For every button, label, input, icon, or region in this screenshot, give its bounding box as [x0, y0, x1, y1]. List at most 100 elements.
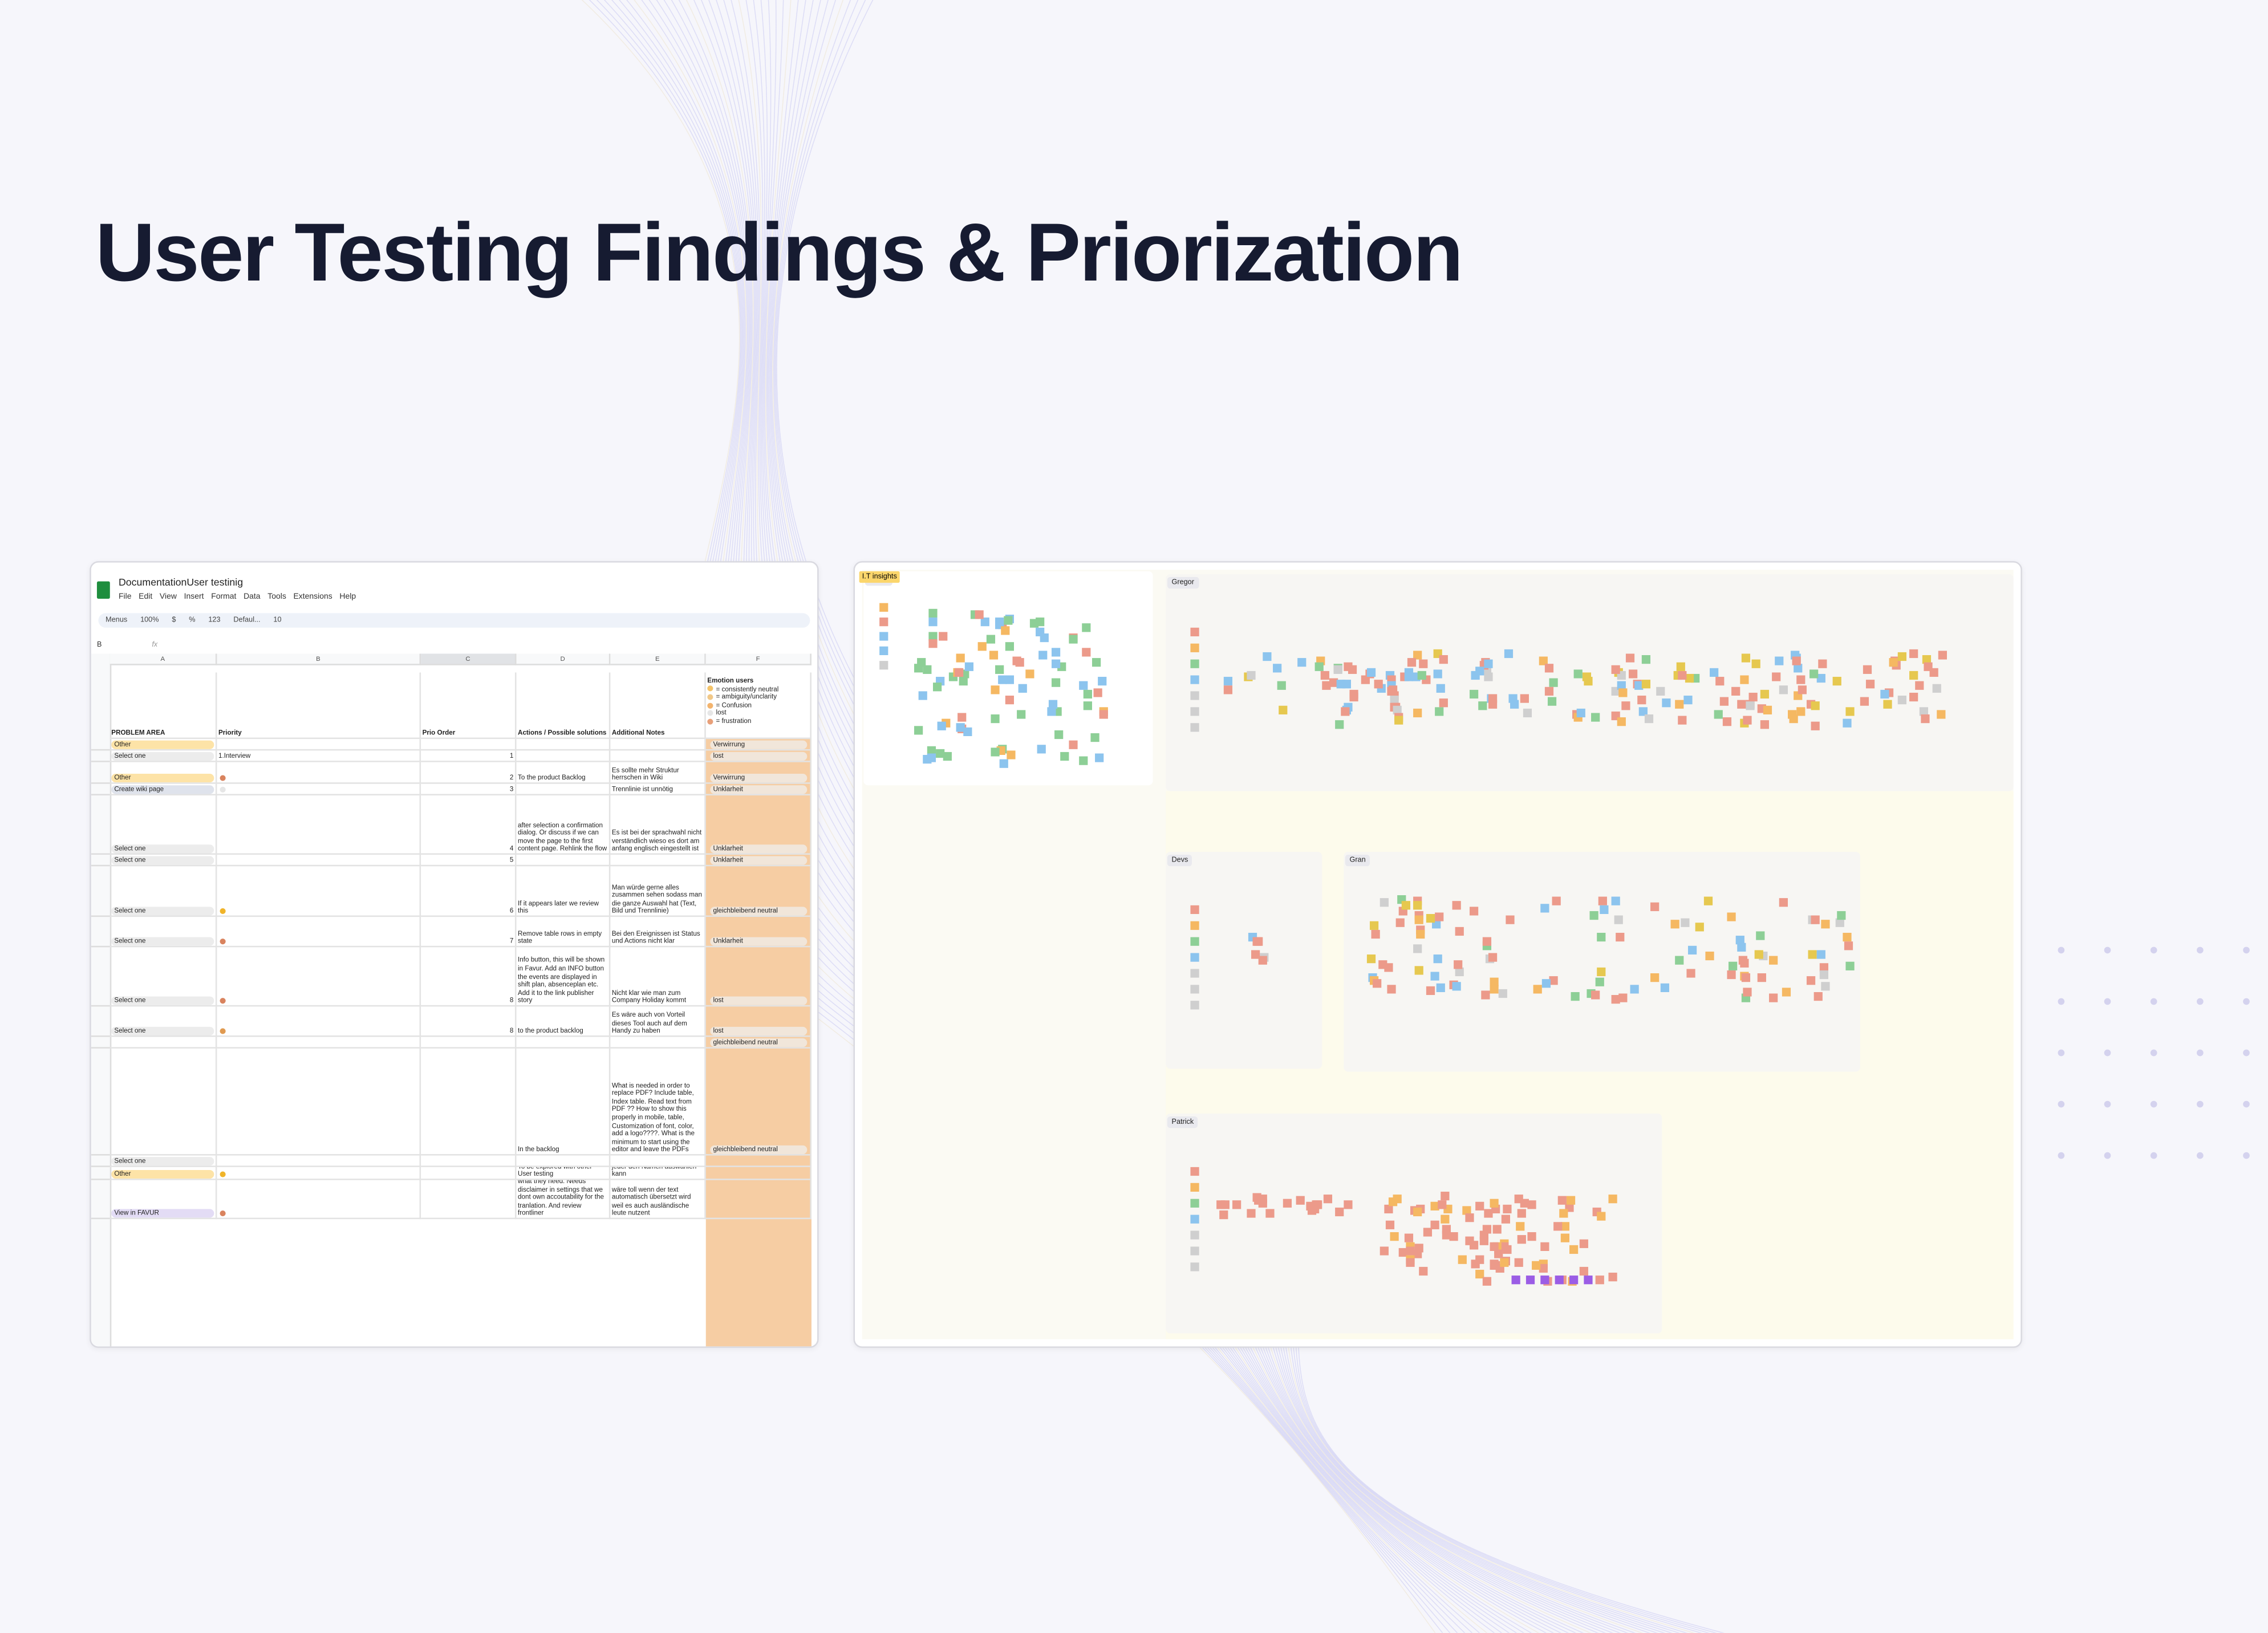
- sticky-note: [1442, 1230, 1451, 1240]
- dropdown-chip[interactable]: Other: [111, 1170, 214, 1179]
- emotion-chip[interactable]: Unklarheit: [710, 844, 808, 853]
- dot: [2150, 1049, 2157, 1057]
- sticky-note: [1591, 713, 1600, 722]
- slide-title: User Testing Findings & Priorization: [95, 206, 1463, 300]
- sticky-note: [1520, 693, 1529, 703]
- cell: Unklarheit: [705, 855, 812, 867]
- sticky-note: [1190, 905, 1199, 915]
- cell: Info button, this will be shown in Favur…: [516, 947, 611, 1007]
- sticky-note: [1247, 1209, 1256, 1218]
- sticky-note: [1406, 1258, 1415, 1268]
- sticky-note: [1591, 991, 1600, 1000]
- dropdown-chip[interactable]: Select one: [111, 937, 214, 946]
- cell: Select one: [109, 1155, 217, 1167]
- sticky-note: [1727, 912, 1736, 921]
- dropdown-chip[interactable]: Select one: [111, 907, 214, 915]
- sticky-note: [1514, 1258, 1524, 1268]
- emotion-chip[interactable]: Unklarheit: [710, 856, 808, 865]
- emotion-chip[interactable]: lost: [710, 996, 808, 1005]
- sticky-note: [1098, 677, 1107, 686]
- legend-dot: [707, 710, 713, 716]
- cell-text: To be explored with other User testing: [518, 1167, 592, 1178]
- sticky-note: [1389, 1232, 1398, 1241]
- dropdown-chip[interactable]: Other: [111, 740, 214, 749]
- sticky-note: [1612, 995, 1621, 1004]
- emotion-chip[interactable]: Verwirrung: [710, 740, 808, 749]
- cell: [421, 1048, 517, 1156]
- dropdown-chip[interactable]: Select one: [111, 844, 214, 853]
- sticky-note: [1489, 1199, 1498, 1208]
- row-header-col: [91, 653, 112, 1347]
- dot: [2104, 947, 2111, 954]
- sticky-note: [1394, 716, 1403, 725]
- cell: [421, 739, 517, 751]
- sticky-note: [1816, 950, 1825, 959]
- cell: 2: [421, 762, 517, 784]
- dropdown-chip[interactable]: View in FAVUR: [111, 1209, 214, 1217]
- emotion-chip[interactable]: Unklarheit: [710, 785, 808, 794]
- sticky-note: [1898, 652, 1907, 661]
- sticky-note: [1005, 642, 1014, 652]
- sticky-note: [1590, 911, 1599, 920]
- menu-item: Format: [211, 592, 237, 602]
- dropdown-chip[interactable]: Select one: [111, 856, 214, 865]
- sticky-note: [1754, 950, 1763, 960]
- cell-text: 1.Interview: [218, 752, 251, 760]
- dropdown-chip[interactable]: Select one: [111, 1027, 214, 1035]
- sticky-note: [1465, 1214, 1474, 1223]
- dropdown-chip[interactable]: Select one: [111, 1157, 214, 1165]
- sticky-note: [1051, 648, 1060, 657]
- sticky-note: [1190, 1199, 1199, 1208]
- emotion-chip[interactable]: gleichbleibend neutral: [710, 907, 808, 915]
- cell: If it appears later we review this: [516, 866, 611, 917]
- dropdown-chip[interactable]: Create wiki page: [111, 785, 214, 794]
- dot: [2197, 947, 2204, 954]
- sticky-note: [1880, 689, 1889, 698]
- sticky-note: [1452, 901, 1461, 910]
- dropdown-chip[interactable]: Other: [111, 774, 214, 782]
- dropdown-chip[interactable]: Select one: [111, 752, 214, 761]
- legend-dot: [707, 702, 713, 708]
- sticky-note: [1434, 913, 1443, 922]
- menu-item: Data: [244, 592, 261, 602]
- sticky-note: [1324, 1194, 1333, 1203]
- sticky-note: [1314, 661, 1323, 671]
- cell: Verwirrung: [705, 739, 812, 751]
- emotion-chip[interactable]: Verwirrung: [710, 774, 808, 782]
- sticky-note: [1441, 1192, 1450, 1201]
- dot: [2243, 947, 2250, 954]
- cell: Select one: [109, 855, 217, 867]
- emotion-chip[interactable]: lost: [710, 1027, 808, 1035]
- sticky-note: [1053, 730, 1063, 740]
- cell: Man würde gerne alles zusammen sehen sod…: [610, 866, 706, 917]
- emotion-chip[interactable]: gleichbleibend neutral: [710, 1145, 808, 1154]
- sticky-note: [1580, 1268, 1589, 1277]
- sticky-note: [879, 646, 888, 655]
- sticky-note: [1808, 949, 1817, 958]
- priority-dot: [220, 998, 226, 1004]
- cell: wäre toll wenn der text automatisch über…: [610, 1180, 706, 1220]
- sticky-note: [1219, 1210, 1228, 1219]
- emotion-chip[interactable]: Unklarheit: [710, 937, 808, 946]
- sticky-note: [1079, 757, 1089, 766]
- sticky-note: [1762, 705, 1772, 714]
- sticky-note: [1599, 905, 1608, 915]
- dot: [2243, 998, 2250, 1005]
- sticky-note: [1069, 740, 1078, 749]
- sticky-note: [1843, 942, 1853, 951]
- board-frame: [1344, 851, 1860, 1072]
- sticky-note: [933, 682, 942, 691]
- cell-text: to the backlog. Give a message of "we do…: [518, 1180, 604, 1217]
- header-cell: Prio Order: [421, 672, 517, 740]
- sticky-note: [1190, 937, 1199, 946]
- sticky-note: [1437, 1200, 1446, 1209]
- emotion-chip[interactable]: gleichbleibend neutral: [710, 1038, 808, 1047]
- sticky-note: [1480, 990, 1490, 1000]
- emotion-chip[interactable]: lost: [710, 752, 808, 761]
- row-number: [91, 866, 110, 917]
- dropdown-chip[interactable]: Select one: [111, 996, 214, 1005]
- cell-text: What is needed in order to replace PDF? …: [611, 1081, 695, 1153]
- cell: to the product backlog: [516, 1006, 611, 1037]
- sticky-note: [914, 663, 923, 672]
